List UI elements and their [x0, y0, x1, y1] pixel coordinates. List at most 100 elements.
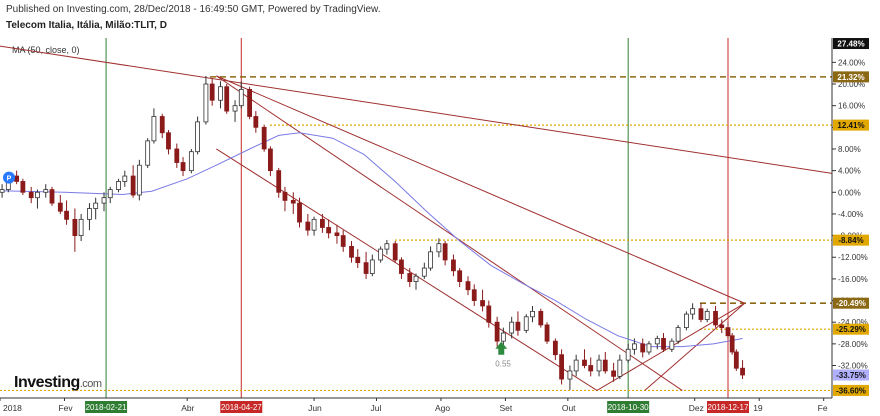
- candle: [588, 357, 594, 377]
- candle: [654, 335, 660, 350]
- up-arrow-icon[interactable]: [495, 341, 508, 355]
- candle-body: [101, 197, 107, 204]
- level-badge-label: -25.29%: [836, 325, 866, 334]
- candle-body: [261, 126, 267, 150]
- candle: [552, 338, 558, 361]
- trendlines: [0, 45, 833, 391]
- trendline[interactable]: [216, 75, 745, 304]
- candle-body: [305, 221, 311, 231]
- ma-line: [0, 132, 743, 348]
- candle: [0, 184, 5, 198]
- candle-body: [290, 200, 296, 204]
- horizontal-levels: [0, 76, 832, 392]
- candle-body: [640, 343, 646, 353]
- price-marker-icon[interactable]: [3, 171, 15, 184]
- candle: [57, 194, 63, 214]
- candle-body: [523, 316, 529, 331]
- candle: [486, 300, 492, 328]
- candle-body: [188, 151, 194, 172]
- y-tick-label: -28.00%: [838, 340, 868, 349]
- date-badge-label: 2018-04-27: [221, 403, 262, 412]
- level-badge: [833, 384, 869, 396]
- candle: [669, 338, 675, 352]
- candle-body: [617, 359, 623, 377]
- candle: [729, 333, 735, 355]
- candle: [596, 354, 602, 377]
- candle: [49, 186, 55, 206]
- candle: [14, 170, 20, 185]
- trendline[interactable]: [216, 75, 683, 391]
- logo-text: Investing: [14, 374, 80, 391]
- candle: [573, 354, 579, 377]
- candle: [384, 239, 390, 255]
- candle-body: [515, 321, 521, 331]
- candle-body: [500, 332, 506, 342]
- candle-body: [704, 310, 710, 320]
- candle: [159, 113, 165, 139]
- date-badge-label: 2018-12-17: [708, 403, 749, 412]
- candle: [224, 84, 230, 114]
- candle-body: [632, 343, 637, 350]
- candle-body: [276, 170, 282, 193]
- candle: [684, 311, 689, 331]
- candle-body: [0, 189, 5, 193]
- candle-body: [530, 310, 535, 318]
- candle-body: [159, 116, 165, 134]
- candle: [35, 189, 40, 209]
- trendline[interactable]: [216, 148, 598, 391]
- candle: [661, 333, 666, 352]
- candle: [267, 146, 273, 177]
- candle-body: [471, 289, 477, 301]
- date-badge: [85, 401, 128, 413]
- ma-indicator-label[interactable]: MA (50, close, 0): [12, 45, 80, 55]
- x-tick-label: Dez: [689, 403, 704, 413]
- candle: [515, 311, 521, 336]
- candle-body: [311, 218, 317, 231]
- y-tick-label: 20.00%: [838, 80, 865, 89]
- candle-body: [378, 248, 384, 261]
- candle-body: [698, 308, 704, 320]
- candle-body: [384, 243, 390, 250]
- candle: [725, 322, 731, 339]
- candle-body: [509, 321, 515, 334]
- candle-body: [340, 235, 346, 247]
- candle-body: [369, 259, 375, 274]
- candle-body: [151, 116, 157, 142]
- candle-body: [363, 262, 369, 274]
- y-tick-label: -4.00%: [838, 210, 863, 219]
- candle: [378, 246, 384, 263]
- candle-body: [122, 175, 128, 182]
- candle: [567, 365, 573, 390]
- level-badge: [833, 323, 869, 335]
- candle-body: [116, 181, 121, 190]
- candle: [28, 186, 34, 204]
- level-badge-label: -8.84%: [838, 236, 863, 245]
- candle: [611, 362, 616, 382]
- candle: [617, 354, 623, 380]
- candle: [421, 262, 427, 279]
- candle-body: [421, 267, 427, 277]
- candle: [297, 197, 302, 228]
- trendline[interactable]: [0, 45, 833, 174]
- moving-average: [0, 132, 743, 348]
- candle: [311, 216, 317, 236]
- candle: [690, 303, 696, 320]
- investing-logo: Investing.com: [14, 374, 102, 392]
- x-tick-label: Abr: [181, 403, 194, 413]
- candle: [640, 338, 646, 358]
- candle: [544, 322, 550, 344]
- level-badge-label: 21.32%: [837, 73, 864, 82]
- candle: [399, 257, 404, 279]
- trendline[interactable]: [644, 302, 745, 391]
- candle: [494, 316, 500, 347]
- y-tick-label: -12.00%: [838, 253, 868, 262]
- candle: [436, 238, 442, 258]
- candle: [174, 143, 180, 168]
- level-badge: [833, 297, 869, 309]
- candle: [675, 324, 681, 344]
- candle-body: [407, 273, 413, 283]
- candle-body: [611, 370, 616, 377]
- candle: [107, 186, 113, 204]
- candle: [180, 157, 186, 177]
